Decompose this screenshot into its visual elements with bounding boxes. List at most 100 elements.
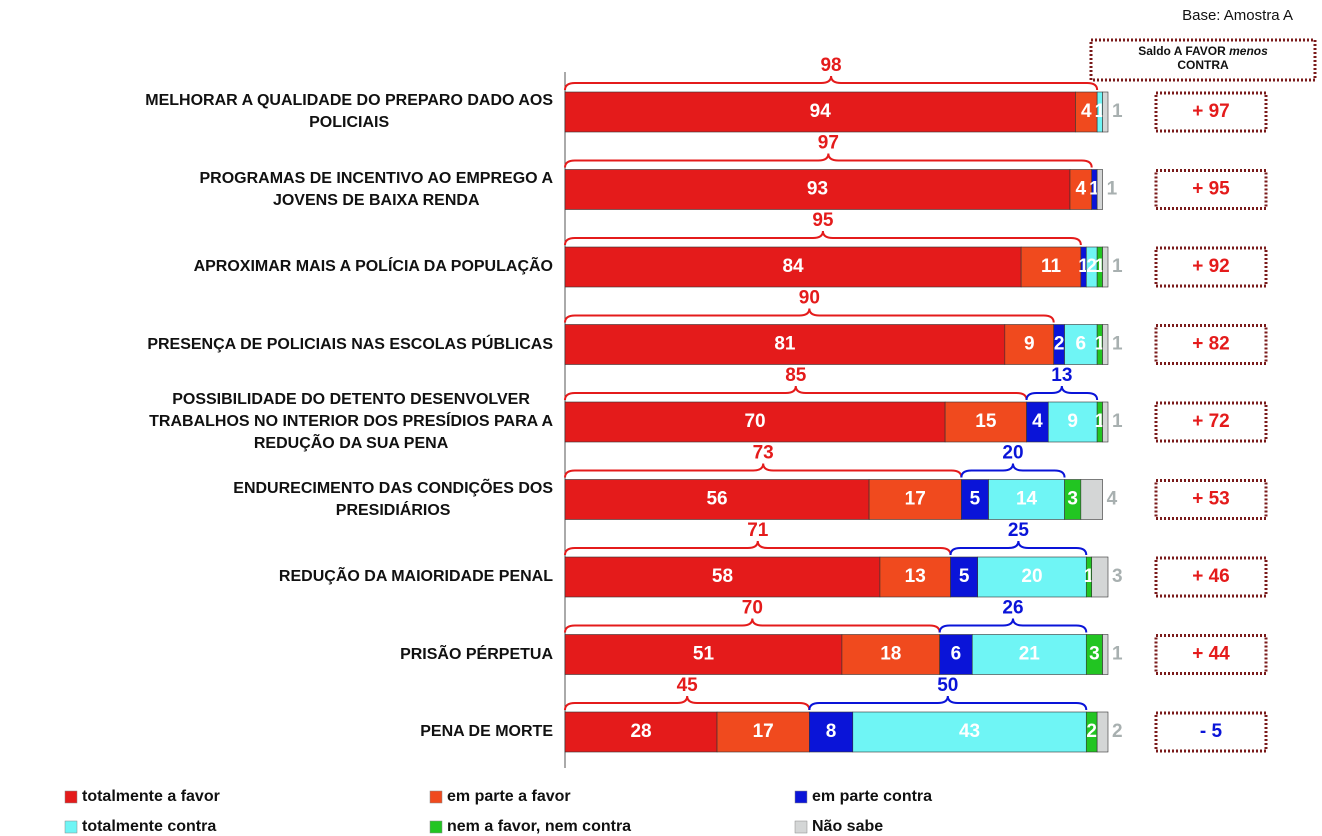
category-label: PRESENÇA DE POLICIAIS NAS ESCOLAS PÚBLIC… (147, 335, 553, 353)
bar-segment (950, 556, 978, 598)
value-label: 21 (1019, 644, 1041, 665)
bar-segment (564, 169, 1071, 210)
bar-segment (1102, 324, 1109, 365)
brace (960, 463, 1066, 478)
brace-label: 98 (820, 55, 841, 76)
brace-label: 45 (677, 675, 699, 696)
value-label: 28 (630, 721, 651, 742)
legend-swatch (64, 790, 78, 804)
value-label: 1 (1112, 334, 1123, 355)
bar-segment (868, 479, 962, 520)
value-label: 1 (1095, 334, 1106, 355)
saldo-box (1154, 711, 1268, 753)
brace-label: 95 (812, 210, 834, 231)
bar-segment (977, 556, 1087, 598)
saldo-box (1154, 246, 1268, 288)
legend-swatch (794, 790, 808, 804)
bar-segment (1102, 91, 1109, 133)
legend-label: totalmente contra (82, 818, 216, 835)
saldo-box (1154, 169, 1268, 210)
saldo-box (1154, 324, 1268, 365)
brace-label: 25 (1008, 520, 1030, 541)
saldo-label: + 82 (1192, 334, 1230, 355)
value-label: 6 (951, 644, 962, 665)
category-label: ENDURECIMENTO DAS CONDIÇÕES DOS PRESIDIÁ… (233, 479, 553, 519)
value-label: 2 (1086, 721, 1097, 742)
value-label: 9 (1067, 411, 1078, 432)
saldo-box (1154, 91, 1268, 133)
bar-segment (1080, 479, 1103, 520)
value-label: 18 (880, 644, 901, 665)
brace-label: 85 (785, 365, 807, 386)
brace-label: 26 (1002, 598, 1023, 619)
bar-segment (1091, 556, 1109, 598)
saldo-label: + 92 (1192, 256, 1230, 277)
saldo-box (1154, 634, 1268, 675)
bar-segment (1102, 634, 1109, 675)
saldo-label: + 97 (1192, 101, 1230, 122)
bar-segment (716, 711, 810, 753)
brace (564, 385, 1028, 401)
legend-label: nem a favor, nem contra (447, 818, 631, 835)
value-label: 1 (1078, 256, 1089, 277)
saldo-box (1154, 479, 1268, 520)
value-label: 1 (1112, 644, 1123, 665)
bar-segment (1102, 246, 1109, 288)
category-label: APROXIMAR MAIS A POLÍCIA DA POPULAÇÃO (193, 258, 553, 275)
brace (564, 695, 811, 711)
value-label: 4 (1076, 179, 1087, 200)
saldo-label: - 5 (1200, 721, 1223, 742)
value-label: 81 (774, 334, 796, 355)
value-label: 1 (1084, 566, 1095, 587)
brace-label: 97 (818, 133, 839, 154)
base-note: Base: Amostra A (1182, 7, 1293, 24)
bar-segment (1064, 324, 1098, 365)
value-label: 84 (782, 256, 804, 277)
value-label: 13 (905, 566, 926, 587)
legend-swatch (64, 820, 78, 834)
value-label: 56 (706, 489, 727, 510)
brace (564, 308, 1055, 323)
brace (564, 153, 1093, 168)
bar-segment (564, 479, 870, 520)
value-label: 1 (1112, 411, 1123, 432)
value-label: 11 (1041, 256, 1062, 277)
brace-label: 50 (937, 675, 958, 696)
value-label: 4 (1032, 411, 1043, 432)
brace (1025, 385, 1099, 401)
brace-label: 13 (1051, 365, 1072, 386)
saldo-label: + 53 (1192, 489, 1230, 510)
value-label: 1 (1095, 101, 1106, 122)
value-label: 4 (1107, 489, 1118, 510)
brace (564, 618, 941, 633)
saldo-box (1154, 401, 1268, 443)
value-label: 1 (1089, 179, 1100, 200)
category-label: REDUÇÃO DA MAIORIDADE PENAL (278, 568, 553, 585)
value-label: 3 (1089, 644, 1100, 665)
legend-label: em parte contra (812, 788, 932, 805)
category-label: PENA DE MORTE (420, 723, 553, 740)
category-label: POSSIBILIDADE DO DETENTO DESENVOLVER TRA… (149, 391, 553, 452)
saldo-header-box (1089, 38, 1317, 82)
value-label: 8 (826, 721, 837, 742)
bar-segment (564, 711, 718, 753)
bar-segment (961, 479, 989, 520)
value-label: 43 (959, 721, 980, 742)
value-label: 2 (1112, 721, 1123, 742)
brace (564, 230, 1082, 246)
saldo-label: + 95 (1192, 179, 1230, 200)
bar-segment (809, 711, 854, 753)
brace (949, 540, 1088, 556)
value-label: 1 (1095, 256, 1106, 277)
value-label: 1 (1107, 179, 1118, 200)
value-label: 14 (1016, 489, 1038, 510)
bar-segment (971, 634, 1087, 675)
value-label: 3 (1112, 566, 1123, 587)
bar-segment (564, 246, 1022, 288)
legend-label: totalmente a favor (82, 788, 220, 805)
category-label: PRISÃO PÉRPETUA (400, 645, 553, 663)
value-label: 1 (1112, 101, 1123, 122)
brace-label: 73 (753, 443, 774, 464)
